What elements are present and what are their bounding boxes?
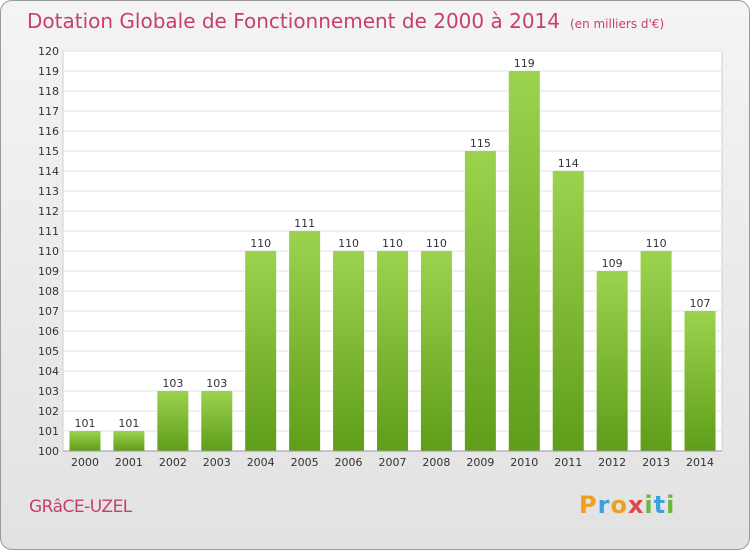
bar [157, 391, 189, 451]
bar [333, 251, 365, 451]
title-unit: (en milliers d'€) [570, 17, 665, 31]
bar [289, 231, 321, 451]
x-tick-label: 2005 [291, 456, 319, 469]
y-tick-label: 112 [38, 205, 59, 218]
x-tick-label: 2002 [159, 456, 187, 469]
x-tick-label: 2013 [642, 456, 670, 469]
x-tick-label: 2006 [335, 456, 363, 469]
title-text: Dotation Globale de Fonctionnement de 20… [27, 9, 560, 33]
x-tick-label: 2003 [203, 456, 231, 469]
bar-value-label: 103 [206, 377, 227, 390]
bar [377, 251, 408, 451]
y-tick-label: 100 [38, 445, 59, 458]
bar-value-label: 107 [690, 297, 711, 310]
bar [201, 391, 233, 451]
bar [552, 171, 584, 451]
bar-value-label: 111 [294, 217, 315, 230]
x-tick-label: 2007 [379, 456, 407, 469]
y-tick-label: 116 [38, 125, 59, 138]
bar-value-label: 110 [382, 237, 403, 250]
bar [464, 151, 496, 451]
y-tick-label: 104 [38, 365, 59, 378]
bar-value-label: 109 [602, 257, 623, 270]
y-tick-label: 118 [38, 85, 59, 98]
x-tick-label: 2012 [598, 456, 626, 469]
bar-value-label: 115 [470, 137, 491, 150]
y-tick-label: 119 [38, 65, 59, 78]
chart-title: Dotation Globale de Fonctionnement de 20… [27, 9, 664, 33]
y-tick-label: 102 [38, 405, 59, 418]
bar-value-label: 110 [250, 237, 271, 250]
y-tick-label: 115 [38, 145, 59, 158]
y-tick-label: 101 [38, 425, 59, 438]
bar-value-label: 110 [426, 237, 447, 250]
bar [640, 251, 672, 451]
x-tick-label: 2014 [686, 456, 714, 469]
x-tick-label: 2008 [422, 456, 450, 469]
y-tick-label: 105 [38, 345, 59, 358]
bar [508, 71, 540, 451]
y-tick-label: 111 [38, 225, 59, 238]
bar [113, 431, 145, 451]
bar-value-label: 110 [646, 237, 667, 250]
bar [420, 251, 452, 451]
bar-value-label: 119 [514, 57, 535, 70]
proxiti-logo: Proxiti [579, 491, 676, 519]
bar-value-label: 101 [74, 417, 95, 430]
y-tick-label: 107 [38, 305, 59, 318]
x-tick-label: 2009 [466, 456, 494, 469]
x-tick-label: 2001 [115, 456, 143, 469]
y-tick-label: 106 [38, 325, 59, 338]
bar-value-label: 110 [338, 237, 359, 250]
x-tick-label: 2011 [554, 456, 582, 469]
x-tick-label: 2004 [247, 456, 275, 469]
x-tick-label: 2010 [510, 456, 538, 469]
bar-value-label: 101 [118, 417, 139, 430]
bar [69, 431, 101, 451]
y-tick-label: 114 [38, 165, 59, 178]
bar [684, 311, 716, 451]
bar-value-label: 114 [558, 157, 579, 170]
y-tick-label: 120 [38, 45, 59, 58]
bar [596, 271, 628, 451]
y-tick-label: 108 [38, 285, 59, 298]
x-tick-label: 2000 [71, 456, 99, 469]
y-tick-label: 109 [38, 265, 59, 278]
y-tick-label: 113 [38, 185, 59, 198]
town-name: GRâCE-UZEL [29, 497, 132, 517]
y-tick-label: 110 [38, 245, 59, 258]
bar [245, 251, 277, 451]
y-tick-label: 117 [38, 105, 59, 118]
y-tick-label: 103 [38, 385, 59, 398]
bar-value-label: 103 [162, 377, 183, 390]
